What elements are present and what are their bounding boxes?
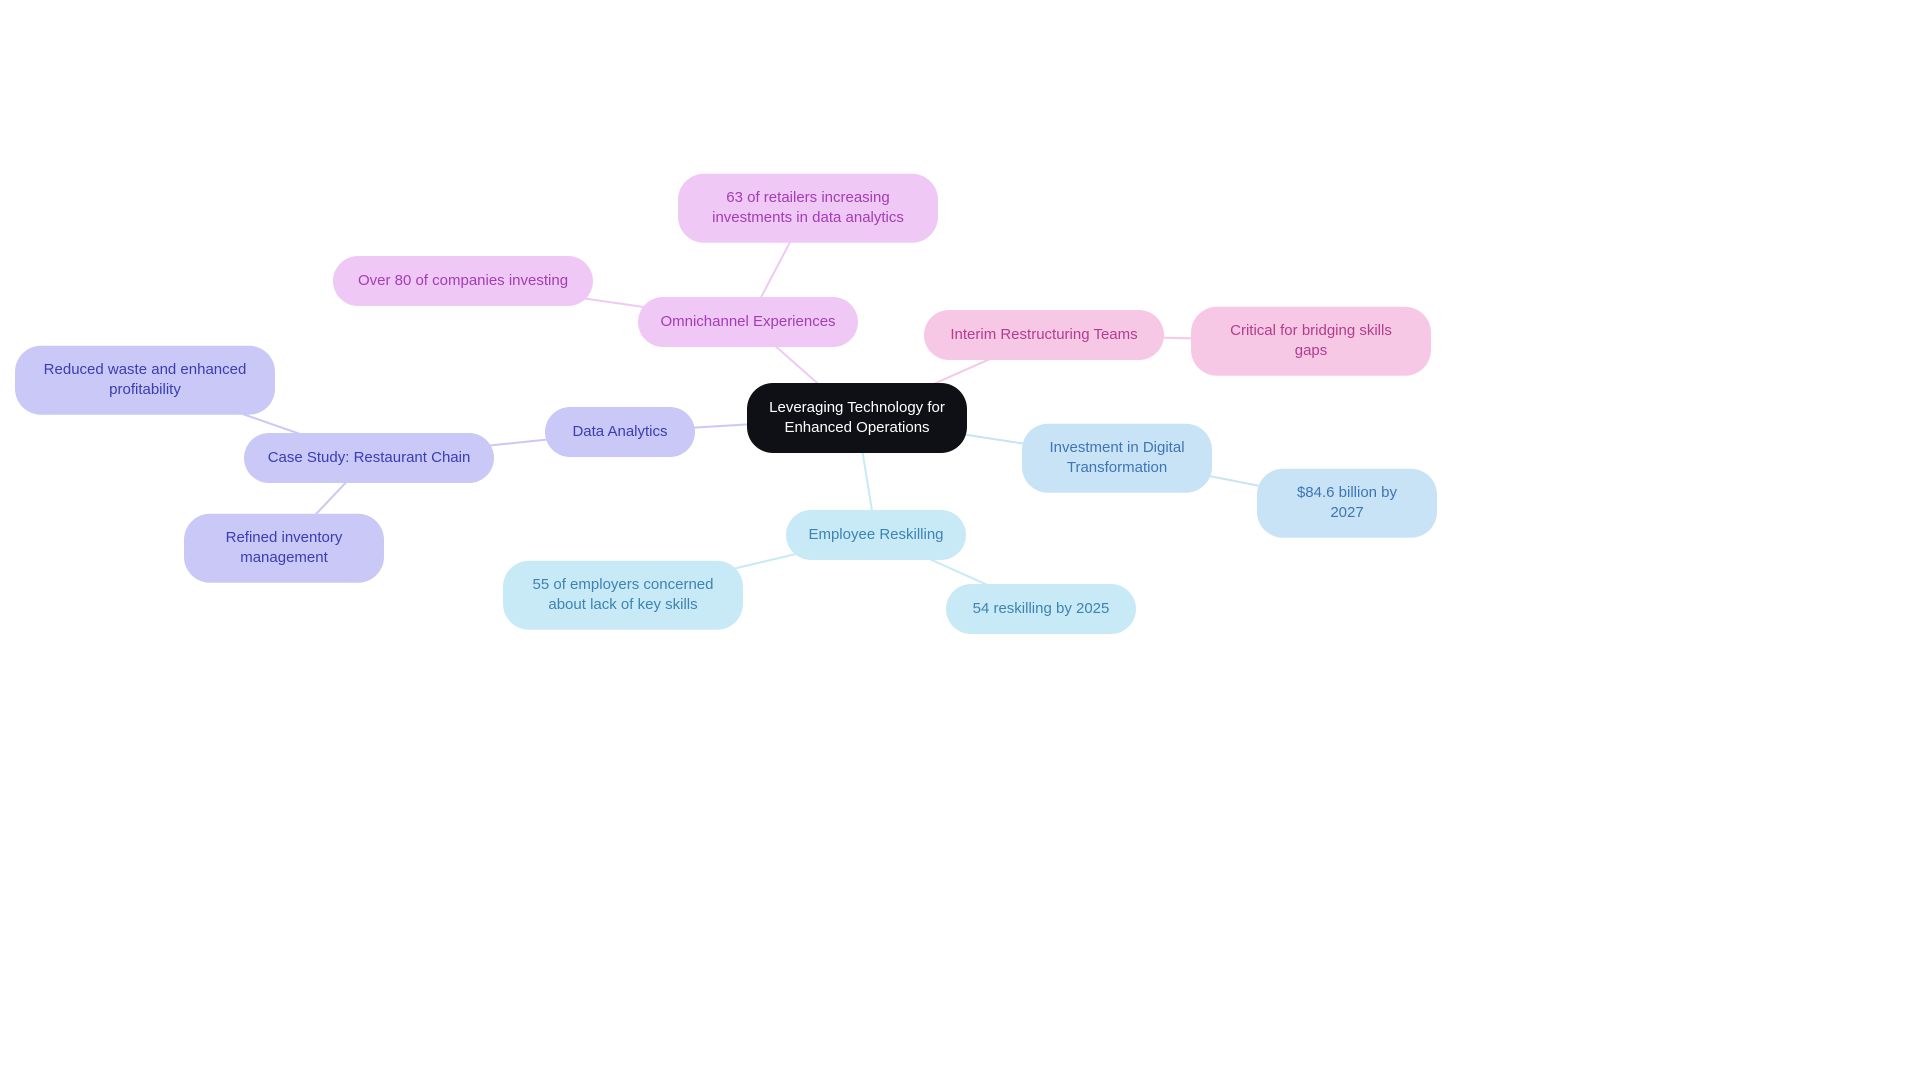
node-63-retailers: 63 of retailers increasing investments i…	[678, 174, 938, 243]
node-label: Over 80 of companies investing	[358, 271, 568, 291]
node-label: Critical for bridging skills gaps	[1213, 321, 1409, 362]
node-employee-reskilling: Employee Reskilling	[786, 510, 966, 560]
node-label: 63 of retailers increasing investments i…	[700, 188, 916, 229]
node-label: Refined inventory management	[206, 528, 362, 569]
node-data-analytics: Data Analytics	[545, 407, 695, 457]
node-critical-bridging: Critical for bridging skills gaps	[1191, 307, 1431, 376]
node-label: Omnichannel Experiences	[660, 312, 835, 332]
center-node: Leveraging Technology for Enhanced Opera…	[747, 383, 967, 453]
node-54-reskilling: 54 reskilling by 2025	[946, 584, 1136, 634]
node-case-study: Case Study: Restaurant Chain	[244, 433, 494, 483]
node-omnichannel: Omnichannel Experiences	[638, 297, 858, 347]
node-interim: Interim Restructuring Teams	[924, 310, 1164, 360]
node-label: 55 of employers concerned about lack of …	[525, 575, 721, 616]
node-reduced-waste: Reduced waste and enhanced profitability	[15, 346, 275, 415]
node-label: Interim Restructuring Teams	[950, 325, 1137, 345]
node-label: $84.6 billion by 2027	[1279, 483, 1415, 524]
node-label: Investment in Digital Transformation	[1044, 438, 1190, 479]
node-label: Case Study: Restaurant Chain	[268, 448, 471, 468]
node-label: Employee Reskilling	[808, 525, 943, 545]
node-label: Data Analytics	[572, 422, 667, 442]
node-over-80: Over 80 of companies investing	[333, 256, 593, 306]
node-investment-digital: Investment in Digital Transformation	[1022, 424, 1212, 493]
node-55-employers: 55 of employers concerned about lack of …	[503, 561, 743, 630]
node-label: 54 reskilling by 2025	[973, 599, 1110, 619]
node-label: Reduced waste and enhanced profitability	[37, 360, 253, 401]
node-84-6-billion: $84.6 billion by 2027	[1257, 469, 1437, 538]
center-node-label: Leveraging Technology for Enhanced Opera…	[769, 398, 945, 439]
node-refined-inventory: Refined inventory management	[184, 514, 384, 583]
